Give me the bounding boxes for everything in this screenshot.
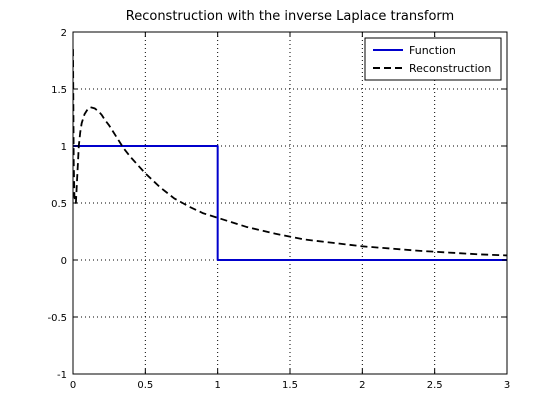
x-tick-label: 2: [359, 380, 365, 391]
series-layer: [73, 49, 507, 261]
series-reconstruction-line: [73, 49, 507, 257]
y-tick-label: 1: [61, 142, 67, 153]
y-tick-label: -1: [57, 370, 67, 381]
x-tick-label: 0: [70, 380, 76, 391]
series-function-line: [73, 145, 507, 261]
legend-label-function: Function: [409, 44, 456, 57]
x-tick-label: 0.5: [137, 380, 153, 391]
ticks: 0 0.5 1 1.5 2 2.5 3 -1 -0.5 0 0.5 1 1.5 2: [47, 28, 510, 391]
legend-label-reconstruction: Reconstruction: [409, 62, 491, 75]
chart-title: Reconstruction with the inverse Laplace …: [126, 9, 454, 24]
y-tick-label: 0: [61, 256, 67, 267]
x-tick-label: 3: [504, 380, 510, 391]
legend-box: [364, 37, 502, 81]
x-tick-label: 1: [214, 380, 220, 391]
y-tick-label: -0.5: [47, 313, 67, 324]
grid: [73, 32, 507, 374]
y-tick-label: 2: [61, 28, 67, 39]
x-tick-label: 1.5: [282, 380, 298, 391]
y-tick-label: 0.5: [51, 199, 67, 210]
legend: Function Reconstruction: [364, 37, 502, 81]
y-tick-label: 1.5: [51, 85, 67, 96]
x-tick-label: 2.5: [427, 380, 443, 391]
